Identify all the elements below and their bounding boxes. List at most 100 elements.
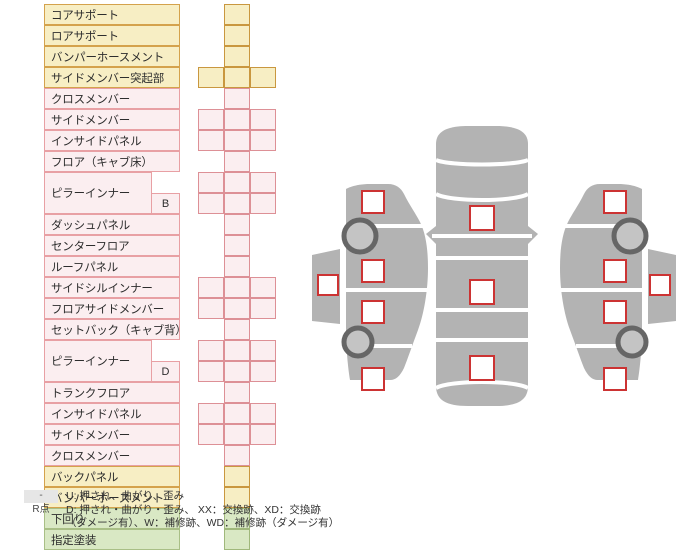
table-row[interactable]: ルーフパネル: [44, 256, 260, 277]
damage-cell-c[interactable]: [224, 67, 250, 88]
damage-cell-c[interactable]: [224, 151, 250, 172]
damage-cell-r[interactable]: [250, 424, 276, 445]
marker-left-rear-lower[interactable]: [361, 367, 385, 391]
table-row[interactable]: ピラーインナーA: [44, 172, 276, 214]
damage-cell-r[interactable]: [250, 67, 276, 88]
marker-right-rear-lower[interactable]: [603, 367, 627, 391]
table-row[interactable]: ピラーインナーC: [44, 340, 276, 382]
damage-cell-r[interactable]: [250, 361, 276, 382]
damage-cell-r[interactable]: [250, 130, 276, 151]
damage-cell-c[interactable]: [224, 466, 250, 487]
marker-left-door-outer[interactable]: [317, 274, 339, 296]
damage-cell-l[interactable]: [198, 340, 224, 361]
marker-center-roof[interactable]: [469, 279, 495, 305]
damage-cell-c[interactable]: [224, 508, 250, 529]
damage-cell-c[interactable]: [224, 403, 250, 424]
damage-cell-c[interactable]: [224, 25, 250, 46]
table-row[interactable]: バックパネル: [44, 466, 260, 487]
table-row[interactable]: サイドメンバー: [44, 109, 276, 130]
damage-cell-r[interactable]: [250, 340, 276, 361]
damage-cell-r[interactable]: [250, 172, 276, 193]
row-cells: [180, 298, 298, 319]
damage-cell-l[interactable]: [198, 298, 224, 319]
damage-cell-c[interactable]: [224, 424, 250, 445]
damage-cell-c[interactable]: [224, 277, 250, 298]
damage-cell-c[interactable]: [224, 4, 250, 25]
table-row[interactable]: バンパーホースメント: [44, 46, 260, 67]
damage-cell-r[interactable]: [250, 193, 276, 214]
row-cells: [180, 130, 298, 151]
row-cells: [180, 46, 298, 67]
damage-cell-c[interactable]: [224, 487, 250, 508]
damage-cell-r[interactable]: [250, 277, 276, 298]
table-row[interactable]: クロスメンバー: [44, 445, 260, 466]
wheel-left-front[interactable]: [341, 217, 379, 255]
damage-cell-l[interactable]: [198, 403, 224, 424]
marker-right-mid-upper[interactable]: [603, 259, 627, 283]
damage-cell-c[interactable]: [224, 109, 250, 130]
table-row[interactable]: セットバック（キャブ背）: [44, 319, 260, 340]
table-row[interactable]: サイドメンバー: [44, 424, 276, 445]
damage-cell-c[interactable]: [224, 361, 250, 382]
marker-left-front-upper[interactable]: [361, 190, 385, 214]
table-row[interactable]: フロア（キャブ床）: [44, 151, 260, 172]
damage-cell-l[interactable]: [198, 193, 224, 214]
damage-cell-l[interactable]: [198, 67, 224, 88]
damage-cell-c[interactable]: [224, 46, 250, 67]
row-cells: [180, 109, 298, 130]
marker-center-hood[interactable]: [469, 205, 495, 231]
damage-cell-l[interactable]: [198, 130, 224, 151]
table-row[interactable]: B: [44, 193, 276, 214]
marker-right-door-outer[interactable]: [649, 274, 671, 296]
damage-cell-l[interactable]: [198, 109, 224, 130]
damage-cell-c[interactable]: [224, 340, 250, 361]
row-label: サイドメンバー: [44, 424, 180, 445]
marker-right-mid-lower[interactable]: [603, 300, 627, 324]
damage-cell-c[interactable]: [224, 529, 250, 550]
damage-cell-c[interactable]: [224, 235, 250, 256]
damage-cell-r[interactable]: [250, 403, 276, 424]
table-row[interactable]: コアサポート: [44, 4, 260, 25]
table-row[interactable]: インサイドパネル: [44, 130, 276, 151]
marker-left-mid-upper[interactable]: [361, 259, 385, 283]
damage-cell-c[interactable]: [224, 172, 250, 193]
damage-cell-c[interactable]: [224, 445, 250, 466]
damage-cell-c[interactable]: [224, 298, 250, 319]
damage-cell-l[interactable]: [198, 277, 224, 298]
table-row[interactable]: インサイドパネル: [44, 403, 276, 424]
damage-cell-r[interactable]: [250, 298, 276, 319]
table-row[interactable]: トランクフロア: [44, 382, 260, 403]
damage-cell-r[interactable]: [250, 109, 276, 130]
table-row[interactable]: クロスメンバー: [44, 88, 260, 109]
damage-cell-c[interactable]: [224, 319, 250, 340]
damage-cell-c[interactable]: [224, 214, 250, 235]
marker-right-front-upper[interactable]: [603, 190, 627, 214]
table-row[interactable]: D: [44, 361, 276, 382]
center-seam-bumper: [435, 380, 529, 390]
damage-cell-c[interactable]: [224, 130, 250, 151]
table-row[interactable]: センターフロア: [44, 235, 260, 256]
damage-cell-c[interactable]: [224, 88, 250, 109]
marker-center-trunk[interactable]: [469, 355, 495, 381]
damage-cell-c[interactable]: [224, 193, 250, 214]
wheel-right-front[interactable]: [611, 217, 649, 255]
damage-cell-l[interactable]: [198, 172, 224, 193]
row-cells: [180, 277, 298, 298]
row-cells: [180, 361, 298, 382]
marker-left-mid-lower[interactable]: [361, 300, 385, 324]
damage-cell-c[interactable]: [224, 382, 250, 403]
damage-cell-l[interactable]: [198, 361, 224, 382]
table-row[interactable]: ダッシュパネル: [44, 214, 260, 235]
table-row[interactable]: ロアサポート: [44, 25, 260, 46]
table-row[interactable]: 下回り: [44, 508, 260, 529]
wheel-right-rear[interactable]: [615, 325, 649, 359]
table-row[interactable]: バンパーホースメント: [44, 487, 260, 508]
center-body-outline: [436, 126, 528, 406]
table-row[interactable]: サイドメンバー突起部: [44, 67, 276, 88]
damage-cell-l[interactable]: [198, 424, 224, 445]
table-row[interactable]: サイドシルインナー: [44, 277, 276, 298]
table-row[interactable]: フロアサイドメンバー: [44, 298, 276, 319]
damage-cell-c[interactable]: [224, 256, 250, 277]
wheel-left-rear[interactable]: [341, 325, 375, 359]
table-row[interactable]: 指定塗装: [44, 529, 260, 550]
